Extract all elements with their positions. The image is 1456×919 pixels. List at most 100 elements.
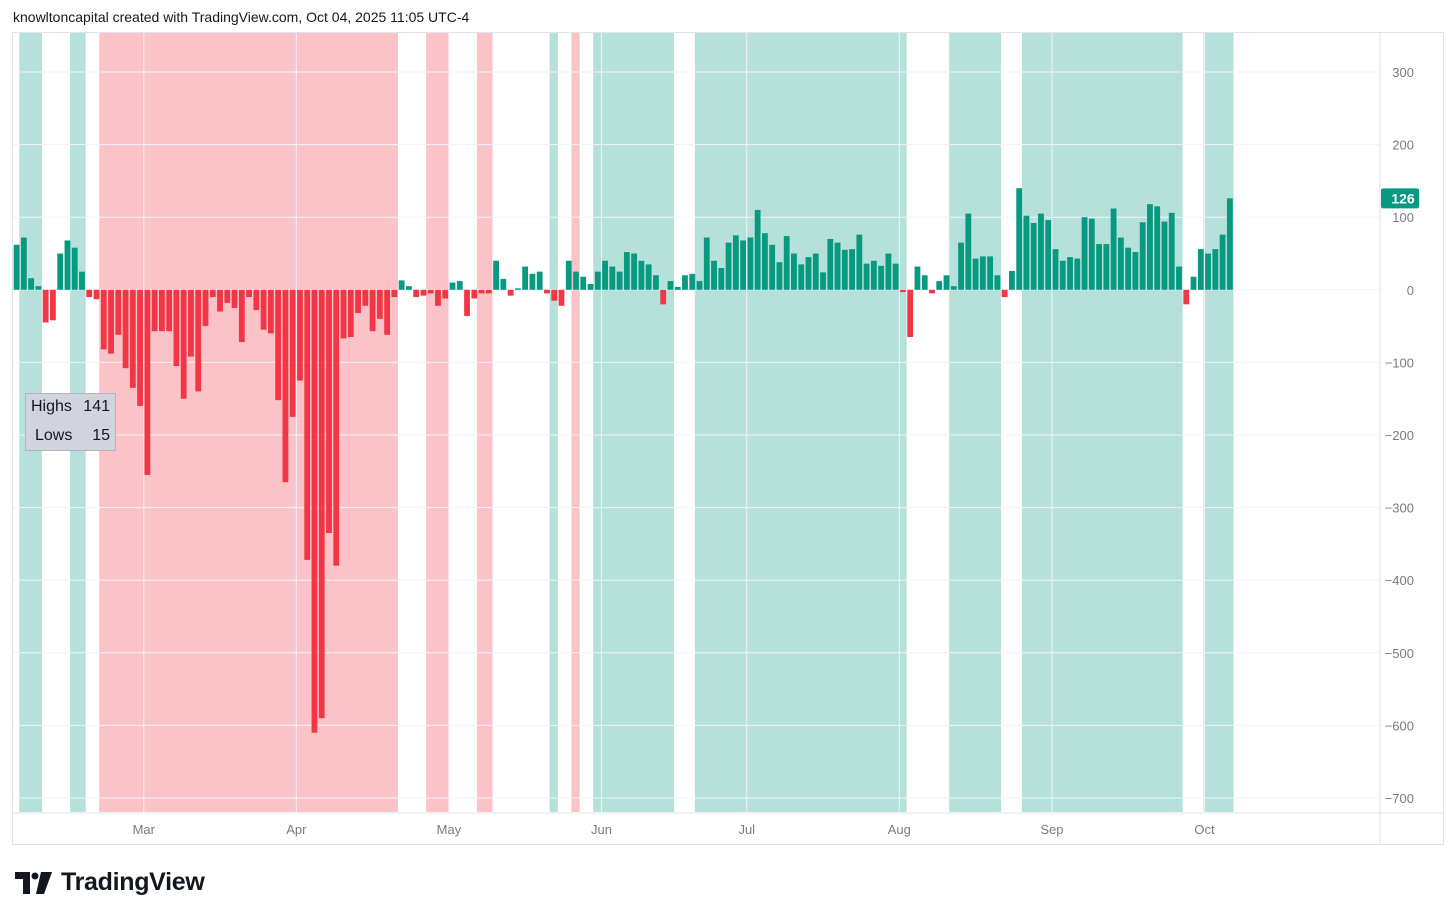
bar — [1016, 188, 1023, 290]
bar — [1030, 223, 1037, 290]
bar — [224, 289, 231, 303]
bar — [1059, 260, 1066, 290]
y-tick-label: 100 — [1392, 210, 1414, 225]
bar — [958, 242, 964, 290]
bar — [340, 289, 347, 339]
bar — [653, 275, 659, 290]
bar — [660, 289, 667, 305]
bar — [979, 256, 986, 290]
x-tick-label: Aug — [888, 822, 911, 837]
bar — [1197, 249, 1204, 290]
bar — [231, 289, 238, 308]
bar — [311, 289, 318, 733]
bar — [79, 271, 85, 290]
bar — [769, 244, 776, 290]
bar — [580, 276, 587, 290]
bar — [943, 275, 950, 290]
bar — [464, 289, 470, 316]
bar — [398, 280, 405, 290]
bar — [1110, 208, 1117, 290]
bar — [885, 253, 892, 290]
bar — [841, 249, 848, 290]
bar — [1088, 218, 1095, 290]
bar — [275, 289, 282, 401]
bar — [129, 289, 136, 388]
bar — [544, 289, 550, 294]
bar — [384, 289, 391, 335]
bar — [805, 257, 812, 290]
bar — [188, 289, 194, 357]
bar — [267, 289, 274, 334]
bar — [1045, 220, 1052, 290]
bar — [718, 268, 725, 290]
bar — [369, 289, 376, 332]
x-axis: Mar Apr May Jun Jul Aug Sep Oct — [133, 822, 1215, 837]
y-tick-label: 0 — [1407, 283, 1414, 298]
bar — [318, 289, 325, 719]
bar — [108, 289, 114, 354]
bar — [115, 289, 122, 335]
band-up-10 — [1021, 33, 1183, 812]
bar — [304, 289, 311, 560]
bar — [122, 289, 129, 369]
legend-lows-label: Lows — [35, 427, 73, 444]
bar — [747, 237, 754, 290]
bar — [166, 289, 173, 332]
bar — [1023, 215, 1030, 290]
bar — [35, 286, 42, 290]
bar — [834, 242, 841, 290]
bar — [500, 278, 507, 290]
bar — [878, 265, 885, 290]
bar — [1009, 270, 1015, 290]
x-tick-label: Apr — [286, 822, 307, 837]
y-tick-label: 200 — [1392, 138, 1414, 153]
bar — [761, 233, 768, 290]
bar — [667, 281, 674, 290]
bar — [594, 271, 601, 290]
bar — [93, 289, 100, 300]
bar — [929, 289, 935, 294]
bar — [253, 289, 260, 311]
bar — [987, 256, 994, 290]
bar — [1139, 222, 1146, 290]
bar — [1183, 289, 1190, 305]
bar — [1154, 206, 1161, 290]
bar — [740, 240, 746, 290]
bar — [725, 242, 732, 290]
bar — [776, 262, 783, 290]
bar — [682, 275, 688, 290]
bar — [202, 289, 209, 327]
bar — [1074, 258, 1081, 290]
bar — [914, 266, 921, 290]
bar — [493, 260, 499, 290]
bar — [645, 264, 652, 290]
bar — [573, 271, 579, 290]
x-tick-label: Sep — [1040, 822, 1063, 837]
bar — [1125, 247, 1132, 290]
bar — [856, 234, 863, 290]
bar — [137, 289, 144, 406]
bar — [551, 289, 558, 301]
bar — [1212, 249, 1219, 290]
band-up-5 — [549, 33, 558, 812]
band-up-11 — [1203, 33, 1234, 812]
bar — [1117, 237, 1124, 290]
bar — [100, 289, 107, 350]
bar — [209, 289, 216, 298]
bar — [478, 289, 485, 294]
footer-logo[interactable]: TradingView — [15, 868, 205, 897]
last-value-label: 126 — [1381, 188, 1419, 209]
x-tick-label: Mar — [133, 822, 156, 837]
bar — [20, 237, 27, 290]
brand-name: TradingView — [61, 868, 205, 896]
bar — [863, 263, 870, 290]
band-up-9 — [949, 33, 1002, 812]
bar — [297, 289, 303, 381]
bar — [754, 209, 761, 290]
bar — [1168, 212, 1175, 290]
bar — [180, 289, 187, 399]
bar — [144, 289, 151, 475]
bar — [536, 271, 543, 290]
bar — [471, 289, 478, 299]
